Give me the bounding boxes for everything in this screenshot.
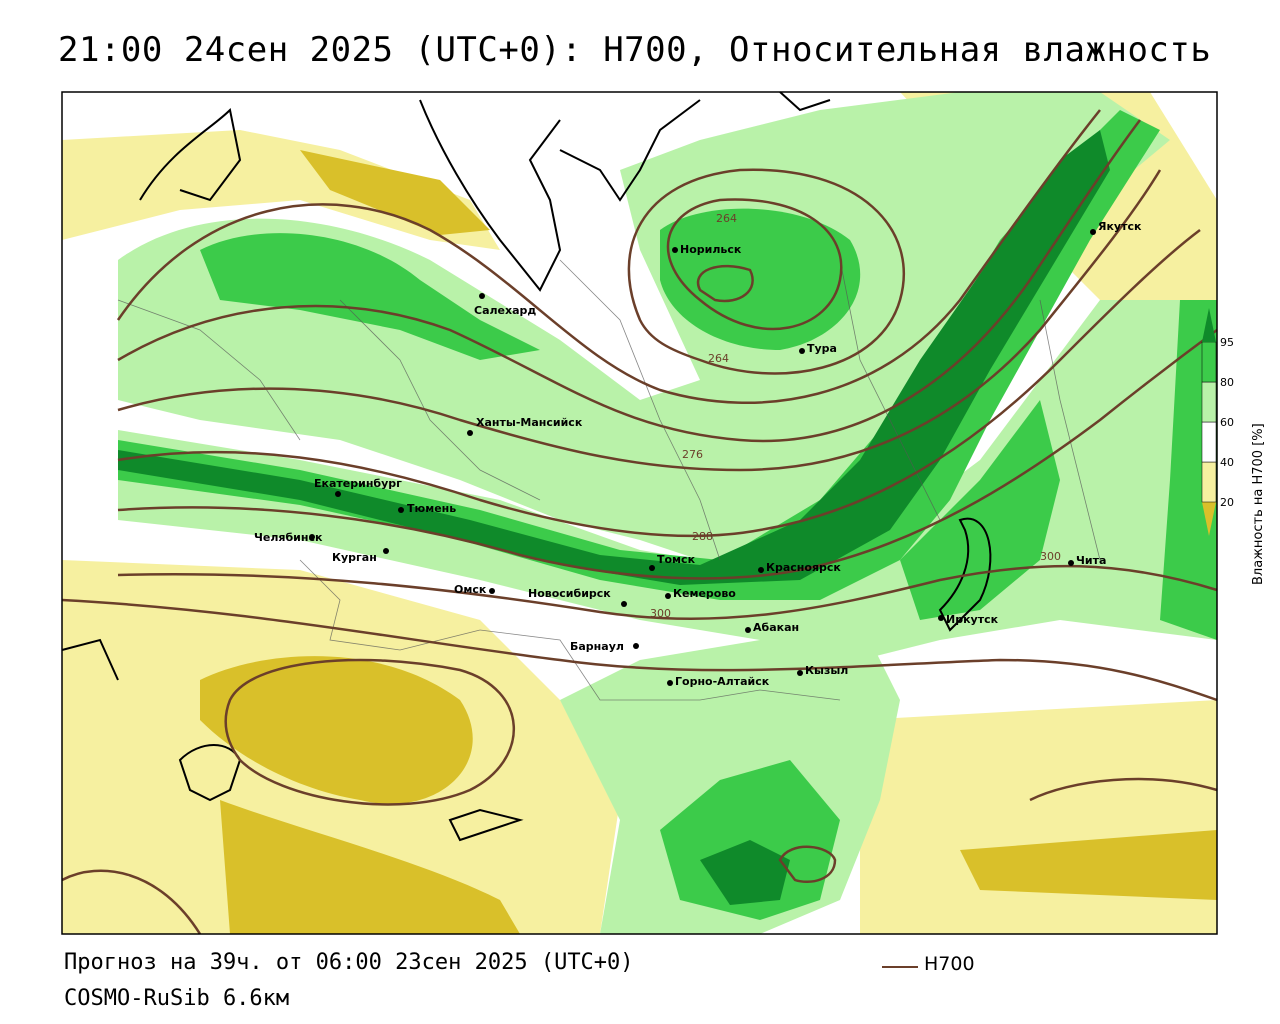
moist-region (200, 233, 540, 360)
contour (1029, 777, 1218, 802)
city-label: Иркутск (946, 613, 999, 626)
contour-label: 264 (708, 352, 729, 365)
colorbar-segment (1201, 381, 1217, 423)
city-dot (383, 548, 389, 554)
colorbar-segment (1201, 341, 1217, 383)
city-dot (467, 430, 473, 436)
model-name: COSMO-RuSib 6.6км (64, 986, 290, 1011)
city-label: Чита (1076, 554, 1106, 567)
colorbar-segment (1202, 502, 1216, 536)
legend-line-sample (882, 966, 918, 968)
city-dot (938, 615, 944, 621)
city-label: Якутск (1098, 220, 1142, 233)
city-dot (665, 593, 671, 599)
moist-region (660, 208, 861, 350)
colorbar-tick: 20 (1220, 496, 1234, 509)
city-label: Тюмень (407, 502, 456, 515)
contour-label: 300 (1040, 550, 1061, 563)
city-label: Курган (332, 551, 377, 564)
contour-small-ring (778, 845, 837, 884)
city-dot (797, 670, 803, 676)
dry-region (300, 150, 490, 235)
city-label: Барнаул (570, 640, 624, 653)
contour-labels: 264 264 276 288 300 300 (650, 212, 1061, 620)
city-dot (633, 643, 639, 649)
city-label: Томск (657, 553, 696, 566)
city-dot (672, 247, 678, 253)
coastlines (61, 91, 992, 842)
contour-label: 276 (682, 448, 703, 461)
contour-label: 264 (716, 212, 737, 225)
colorbar-segment (1202, 308, 1216, 342)
city-label: Тура (807, 342, 837, 355)
city-label: Норильск (680, 243, 742, 256)
city-dot (621, 601, 627, 607)
dry-region (860, 700, 1217, 934)
dry-region (960, 830, 1217, 900)
city-dot (335, 491, 341, 497)
contour (61, 598, 1218, 702)
dry-region (200, 656, 473, 804)
city-dot (479, 293, 485, 299)
city-dot (309, 534, 315, 540)
colorbar-tick: 40 (1220, 456, 1234, 469)
contour-264-inner (696, 264, 754, 303)
contour-ring (627, 168, 906, 375)
city-dot (745, 627, 751, 633)
city-label: Кызыл (805, 664, 848, 677)
city-dot (758, 567, 764, 573)
contour (116, 109, 1101, 404)
contour (61, 869, 202, 935)
moist-region (118, 92, 1170, 560)
map-title: 21:00 24сен 2025 (UTC+0): H700, Относите… (58, 30, 1212, 70)
city-dot (649, 565, 655, 571)
admin-borders (117, 259, 1101, 701)
contour (117, 328, 1218, 580)
contour (117, 229, 1201, 538)
contour-label: 288 (692, 530, 713, 543)
colorbar-tick: 95 (1220, 336, 1234, 349)
legend-label: H700 (924, 953, 975, 975)
city-dot (489, 588, 495, 594)
city-label: Новосибирск (528, 587, 611, 600)
moist-region (118, 130, 1110, 585)
city-label: Салехард (474, 304, 536, 317)
colorbar-segment (1201, 421, 1217, 463)
city-label: Екатеринбург (314, 477, 402, 490)
city-dot (398, 507, 404, 513)
city-label: Челябинск (254, 531, 323, 544)
city-dot (1068, 560, 1074, 566)
city-label: Красноярск (766, 561, 841, 574)
city-dot (1090, 229, 1096, 235)
contour-ring-south (224, 658, 516, 806)
moist-region (900, 400, 1060, 620)
contour-label: 300 (650, 607, 671, 620)
colorbar-segment (1201, 461, 1217, 503)
dry-region (220, 800, 520, 934)
humidity-field (62, 92, 1217, 934)
colorbar-tick: 80 (1220, 376, 1234, 389)
contour-264-ring (666, 198, 843, 331)
colorbar: 20 40 60 80 95 (1201, 308, 1234, 536)
city-label: Абакан (753, 621, 799, 634)
moist-region (700, 840, 790, 905)
city-label: Омск (454, 583, 487, 596)
contour (117, 119, 1142, 443)
colorbar-title: Влажность на H700 [%] (1251, 423, 1266, 585)
map-frame (61, 91, 1218, 935)
city-label: Горно-Алтайск (675, 675, 770, 688)
colorbar-tick: 60 (1220, 416, 1234, 429)
city-label: Кемерово (673, 587, 736, 600)
h700-contours (61, 109, 1218, 935)
contour (117, 169, 1162, 472)
city-markers: Норильск Якутск Салехард Тура Ханты-Мансийск… (254, 220, 1142, 688)
city-dot (667, 680, 673, 686)
city-dot (799, 348, 805, 354)
contour (117, 564, 1218, 621)
forecast-info: Прогноз на 39ч. от 06:00 23сен 2025 (UTC… (64, 950, 634, 975)
city-label: Ханты-Мансийск (476, 416, 583, 429)
